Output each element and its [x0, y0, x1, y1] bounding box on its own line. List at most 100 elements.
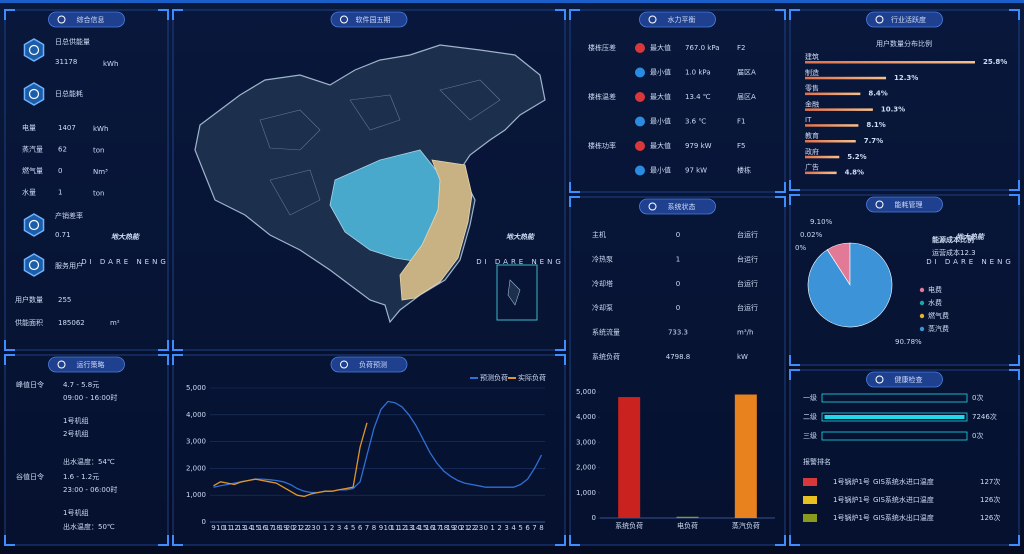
label: 0 [676, 304, 680, 312]
y-tick-label: 4,000 [576, 413, 596, 421]
x-tick-label: 电负荷 [677, 521, 698, 530]
x-tick-label: 16 [425, 524, 434, 532]
data-label: 10.3% [881, 105, 905, 113]
label: 楼栋温差 [588, 92, 616, 101]
panel-corner [789, 180, 800, 191]
data-label: 8.1% [866, 121, 885, 129]
watermark-sub: DI DARE NENG [81, 258, 169, 266]
label: ton [93, 190, 104, 198]
panel-corner [569, 182, 580, 193]
panel-title-icon [648, 202, 657, 211]
line-series [213, 422, 368, 498]
x-tick-label: 4 [511, 524, 516, 532]
chart-subtitle: 运营成本12.3 [932, 248, 976, 257]
pie-slice [807, 242, 893, 328]
label: 台运行 [737, 230, 758, 239]
bar [805, 124, 859, 127]
data-label: 90.78% [895, 338, 922, 346]
legend-label: 实际负荷 [518, 373, 546, 382]
label: 楼栋 [737, 166, 751, 175]
label: 燃气量 [22, 166, 43, 175]
data-label: 0次 [972, 393, 983, 402]
bar [824, 415, 965, 419]
label: 1号锅炉1号 [833, 513, 870, 522]
x-tick-label: 13 [237, 524, 246, 532]
label: 出水温度：50℃ [63, 522, 115, 531]
category-label: 制造 [805, 68, 819, 77]
map-inset [496, 264, 538, 321]
label: 0 [676, 231, 680, 239]
label: 126次 [980, 513, 1000, 522]
panel: 综合信息 [4, 9, 169, 351]
label: 楼栋压差 [588, 43, 616, 52]
panel-title-pill [330, 11, 408, 28]
label: 3.6 ℃ [685, 118, 706, 126]
x-tick-label: 0 [483, 524, 487, 532]
map [194, 44, 546, 324]
x-tick-label: 8 [539, 524, 543, 532]
panel-corner [158, 535, 169, 546]
panel-title: 综合信息 [77, 15, 105, 24]
category-label: IT [805, 116, 812, 124]
panel-title: 系统状态 [668, 202, 696, 211]
panel-title-pill [866, 371, 943, 388]
data-label: 0次 [972, 431, 983, 440]
y-tick-label: 0 [202, 518, 206, 526]
x-tick-label: 19 [279, 524, 288, 532]
x-tick-label: 23 [474, 524, 483, 532]
icon-glyph [28, 259, 40, 271]
panel-title: 能耗管理 [895, 200, 923, 209]
panel: 行业活跃度 [789, 9, 1020, 191]
x-tick-label: 8 [372, 524, 376, 532]
label: GIS系统水出口温度 [873, 513, 934, 522]
panel-title-icon [340, 360, 348, 369]
label: 979 kW [685, 142, 712, 150]
label: 水量 [22, 188, 36, 197]
category-label: 建筑 [805, 52, 819, 61]
y-tick-label: 1,000 [186, 491, 206, 499]
panel-frame [4, 9, 169, 351]
category-label: 一级 [803, 393, 817, 402]
x-tick-label: 5 [518, 524, 522, 532]
x-tick-label: 1 [323, 524, 327, 532]
panel-title-icon [648, 15, 657, 24]
panel-frame [789, 369, 1020, 546]
label: m³/h [737, 329, 753, 337]
label: 台运行 [737, 279, 758, 288]
label: 蒸汽量 [22, 145, 43, 154]
y-tick-label: 2,000 [186, 464, 206, 472]
chart-title: 能源成本比例 [932, 235, 974, 244]
data-label: 7.7% [864, 137, 883, 145]
x-tick-label: 22 [467, 524, 476, 532]
data-label: 9.10% [810, 218, 833, 226]
panel-corner [1009, 9, 1020, 20]
label: 最大值 [650, 141, 671, 150]
data-label: 25.8% [983, 58, 1007, 66]
data-label: 0.02% [800, 231, 823, 239]
panel-title-pill [866, 11, 943, 28]
x-tick-label: 17 [265, 524, 274, 532]
chart-title: 用户数量分布比例 [876, 39, 932, 48]
panel-corner [158, 340, 169, 351]
x-tick-label: 19 [446, 524, 455, 532]
data-label: 7246次 [972, 412, 997, 421]
panel-corner [172, 9, 183, 20]
x-tick-label: 15 [418, 524, 427, 532]
label: 1 [676, 255, 680, 263]
label: 4798.8 [666, 353, 691, 361]
x-tick-label: 6 [525, 524, 530, 532]
kind-icon [635, 67, 645, 78]
panel-title: 水力平衡 [668, 15, 696, 24]
label: 31178 [55, 58, 77, 66]
label: 09:00 - 16:00时 [63, 393, 117, 402]
label: ton [93, 147, 104, 155]
map-border [259, 79, 501, 216]
x-tick-label: 3 [337, 524, 341, 532]
watermark: 地大热能 [956, 232, 985, 241]
label: 1.6 - 1.2元 [63, 473, 99, 481]
x-tick-label: 11 [390, 524, 399, 532]
icon [23, 82, 45, 106]
y-tick-label: 1,000 [576, 489, 596, 497]
panel-corner [789, 9, 800, 20]
x-tick-label: 21 [460, 524, 469, 532]
